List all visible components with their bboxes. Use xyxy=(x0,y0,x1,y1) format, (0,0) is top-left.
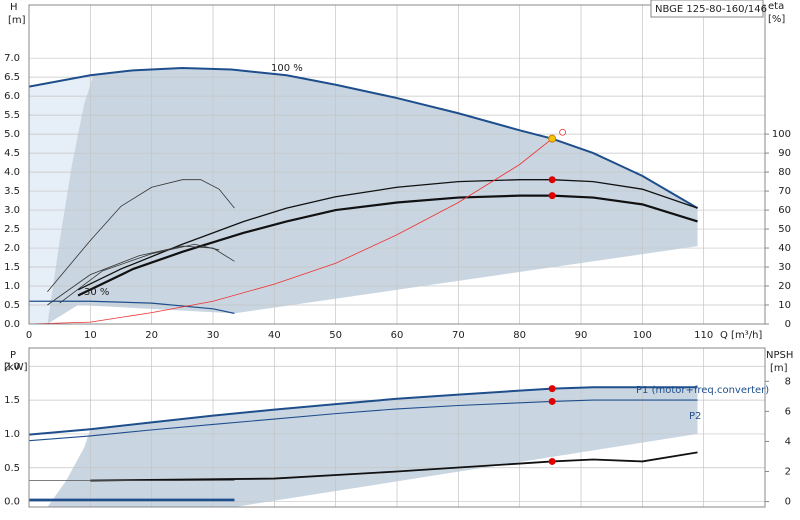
y2-tick-label: 80 xyxy=(778,167,791,178)
x-tick-label: 20 xyxy=(145,330,158,341)
x-tick-label: 80 xyxy=(513,330,526,341)
y-tick-label: 1.0 xyxy=(4,429,20,440)
y-tick-label: 1.5 xyxy=(4,262,20,273)
operating-region xyxy=(29,75,94,324)
y2-tick-label: 50 xyxy=(778,224,791,235)
curve xyxy=(47,245,235,306)
duty-point xyxy=(548,134,557,143)
x-tick-label: 110 xyxy=(694,330,713,341)
y2-axis-title: eta xyxy=(768,1,784,12)
y-tick-label: 0.0 xyxy=(4,319,20,330)
y-tick-label: 0.5 xyxy=(4,300,20,311)
y-tick-label: 6.0 xyxy=(4,91,20,102)
y-tick-label: 2.0 xyxy=(4,243,20,254)
y2-axis-unit: [m] xyxy=(770,363,788,374)
x-tick-label: 60 xyxy=(391,330,404,341)
series-label: P2 xyxy=(689,411,701,422)
y-tick-label: 2.5 xyxy=(4,224,20,235)
y2-tick-label: 2 xyxy=(785,467,791,478)
y2-tick-label: 90 xyxy=(778,148,791,159)
duty-point xyxy=(548,176,556,184)
y2-tick-label: 30 xyxy=(778,262,791,273)
model-label: NBGE 125-80-160/146 xyxy=(655,4,767,15)
duty-point xyxy=(548,192,556,200)
x-tick-label: 100 xyxy=(633,330,652,341)
y2-tick-label: 6 xyxy=(785,406,791,417)
x-tick-label: 10 xyxy=(84,330,97,341)
x-tick-label: 90 xyxy=(575,330,588,341)
curve xyxy=(47,179,235,292)
y-tick-label: 0.5 xyxy=(4,463,20,474)
y-tick-label: 5.5 xyxy=(4,110,20,121)
y-tick-label: 1.5 xyxy=(4,395,20,406)
annotation: 100 % xyxy=(271,63,303,74)
x-tick-label: 50 xyxy=(329,330,342,341)
operating-region xyxy=(47,387,698,507)
curve xyxy=(59,243,220,304)
y-axis-title: H xyxy=(10,2,18,13)
y2-tick-label: 4 xyxy=(785,436,791,447)
annotation: 30 % xyxy=(84,287,109,298)
y2-tick-label: 60 xyxy=(778,205,791,216)
y-tick-label: 7.0 xyxy=(4,53,20,64)
y2-tick-label: 70 xyxy=(778,186,791,197)
plot-frame xyxy=(28,347,766,508)
x-tick-label: 30 xyxy=(207,330,220,341)
y-axis-title: P xyxy=(10,350,16,361)
x-tick-label: 40 xyxy=(268,330,281,341)
duty-point xyxy=(548,385,556,393)
curve xyxy=(28,399,698,442)
duty-point xyxy=(559,128,566,136)
y2-tick-label: 10 xyxy=(778,300,791,311)
y2-tick-label: 100 xyxy=(772,129,791,140)
curve xyxy=(28,67,699,210)
y-tick-label: 6.5 xyxy=(4,72,20,83)
y-tick-label: 3.5 xyxy=(4,186,20,197)
y2-tick-label: 0 xyxy=(785,319,791,330)
y2-tick-label: 40 xyxy=(778,243,791,254)
y2-tick-label: 8 xyxy=(785,376,791,387)
y-tick-label: 4.0 xyxy=(4,167,20,178)
y-tick-label: 5.0 xyxy=(4,129,20,140)
curve xyxy=(28,138,553,325)
duty-point xyxy=(548,397,556,405)
operating-region xyxy=(47,68,698,325)
y-tick-label: 1.0 xyxy=(4,281,20,292)
y2-tick-label: 0 xyxy=(785,497,791,508)
y-tick-label: 0.0 xyxy=(4,497,20,508)
x-axis-title: Q [m³/h] xyxy=(720,330,762,341)
model-box xyxy=(650,0,764,18)
y-tick-label: 3.0 xyxy=(4,205,20,216)
y2-tick-label: 20 xyxy=(778,281,791,292)
y2-axis-unit: [%] xyxy=(768,14,785,25)
duty-point xyxy=(548,457,556,465)
y-axis-unit: [m] xyxy=(8,15,26,26)
x-tick-label: 0 xyxy=(26,330,32,341)
y-axis-unit: [kW] xyxy=(4,362,28,373)
y-tick-label: 4.5 xyxy=(4,148,20,159)
series-label: P1 (motor+freq.converter) xyxy=(636,385,769,396)
x-tick-label: 70 xyxy=(452,330,465,341)
curve xyxy=(90,451,698,482)
y2-axis-title: NPSH xyxy=(766,350,793,361)
curve xyxy=(77,179,698,291)
y-tick-label: 2.0 xyxy=(4,361,20,372)
curve xyxy=(77,194,698,297)
plot-frame xyxy=(28,4,766,325)
curve xyxy=(29,300,235,314)
curve xyxy=(28,386,698,436)
